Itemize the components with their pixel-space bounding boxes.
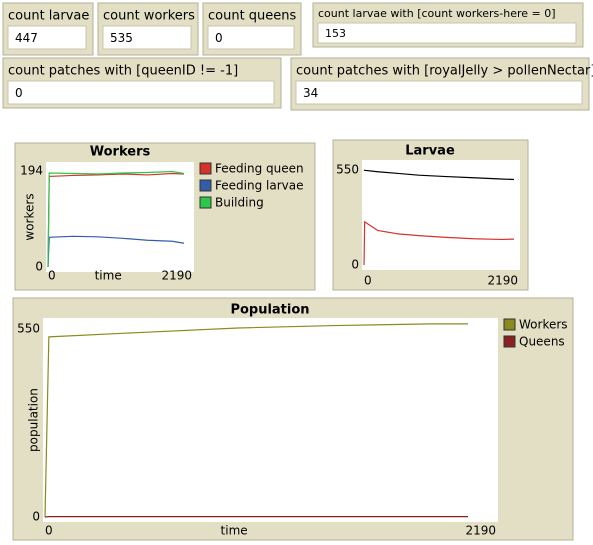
plot-title: Workers <box>90 145 151 160</box>
series-line <box>44 323 468 518</box>
legend-swatch <box>199 179 212 192</box>
y-tick-label: 194 <box>20 164 43 178</box>
series-line <box>47 235 185 268</box>
y-tick-label: 0 <box>35 260 43 274</box>
monitor-value-box <box>7 25 87 50</box>
monitor-value: 0 <box>215 31 223 45</box>
legend-swatch <box>503 318 516 331</box>
y-tick-label: 0 <box>351 258 359 272</box>
monitor-label: count workers <box>103 9 195 24</box>
y-axis-label: workers <box>23 193 37 240</box>
x-tick-label: 2190 <box>465 524 496 538</box>
legend-label: Building <box>215 196 264 210</box>
plot-area <box>46 162 194 272</box>
x-tick-label: 0 <box>364 274 372 288</box>
legend-swatch <box>199 162 212 175</box>
monitor-value-box <box>317 22 577 44</box>
monitor-value: 0 <box>15 86 23 100</box>
legend-label: Feeding queen <box>215 162 304 176</box>
x-tick-label: 2190 <box>487 274 518 288</box>
monitor-value-box <box>7 80 275 105</box>
monitor-label: count queens <box>208 9 297 24</box>
plot-title: Population <box>230 303 309 318</box>
monitor-value: 153 <box>325 27 346 40</box>
series-line <box>363 169 515 181</box>
monitor-label: count larvae with [count workers-here = … <box>318 7 556 20</box>
plot-area <box>43 318 498 522</box>
x-tick-label: 2190 <box>161 269 192 283</box>
monitor-label: count larvae <box>8 9 89 24</box>
legend-label: Queens <box>519 335 565 349</box>
monitor-value: 535 <box>110 31 133 45</box>
plot-title: Larvae <box>405 144 455 159</box>
y-tick-label: 0 <box>32 510 40 524</box>
monitor-value: 447 <box>15 31 38 45</box>
series-line <box>47 170 185 268</box>
monitor-value: 34 <box>303 86 318 100</box>
legend-label: Feeding larvae <box>215 179 303 193</box>
x-tick-label: 0 <box>48 269 56 283</box>
monitor-label: count patches with [royalJelly > pollenN… <box>296 64 593 79</box>
monitor-label: count patches with [queenID != -1] <box>8 64 238 79</box>
monitor-value-box <box>102 25 192 50</box>
x-tick-label: 0 <box>45 524 53 538</box>
monitor-value-box <box>295 80 583 105</box>
legend-swatch <box>503 335 516 348</box>
y-axis-label: population <box>27 388 41 452</box>
legend-swatch <box>199 196 212 209</box>
series-line <box>363 220 515 266</box>
monitor-value-box <box>207 25 295 50</box>
y-tick-label: 550 <box>336 163 359 177</box>
series-line <box>47 172 185 268</box>
x-axis-label: time <box>221 524 248 538</box>
legend-label: Workers <box>519 318 568 332</box>
x-axis-label: time <box>95 269 122 283</box>
y-tick-label: 550 <box>17 322 40 336</box>
